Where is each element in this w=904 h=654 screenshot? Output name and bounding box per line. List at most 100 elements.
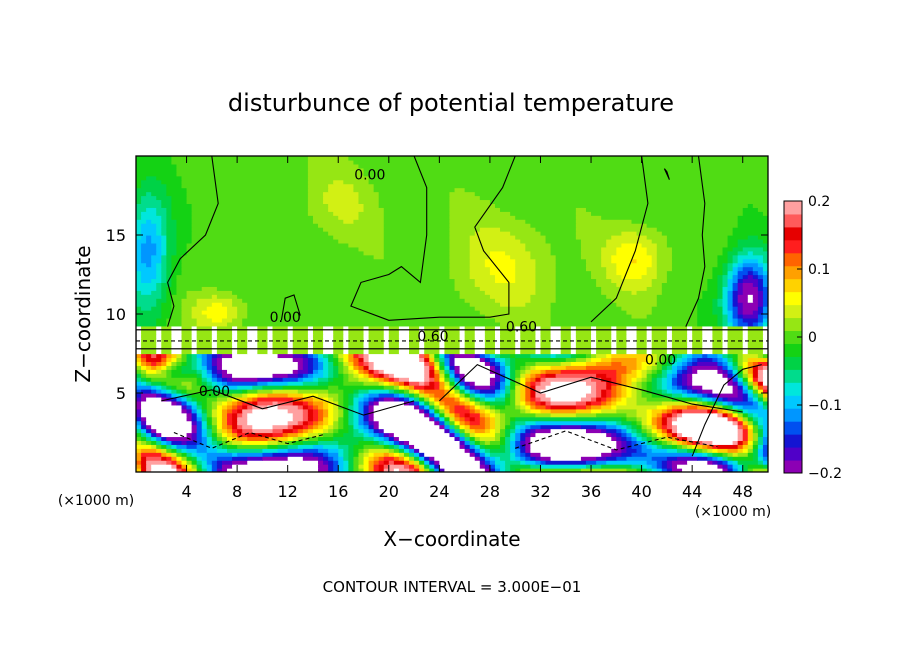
field-cell [692, 440, 698, 445]
field-cell [651, 389, 663, 394]
field-cell [186, 412, 193, 418]
field-cell [323, 191, 360, 197]
field-cell [206, 385, 213, 390]
field-cell [707, 452, 713, 457]
field-cell [363, 412, 370, 418]
field-cell [444, 428, 451, 434]
field-cell [530, 456, 537, 461]
field-cell [247, 341, 258, 347]
field-cell [464, 436, 471, 441]
field-cell [161, 349, 172, 355]
field-cell [161, 246, 167, 252]
field-cell [136, 175, 147, 181]
field-cell [211, 420, 218, 426]
field-cell [525, 377, 531, 382]
colorbar-swatch [784, 317, 802, 332]
field-cell [611, 396, 617, 402]
field-cell [469, 404, 476, 410]
field-cell [489, 365, 496, 370]
field-cell [510, 424, 516, 430]
field-cell [161, 436, 167, 441]
field-cell [323, 325, 334, 331]
field-cell [237, 294, 461, 299]
field-cell [697, 396, 703, 402]
field-cell [368, 432, 375, 438]
field-cell [232, 416, 238, 422]
field-cell [520, 345, 537, 351]
field-cell [621, 424, 628, 430]
field-cell [186, 187, 309, 193]
field-cell [307, 361, 314, 366]
field-cell [702, 341, 713, 347]
field-cell [343, 337, 349, 343]
field-cell [146, 464, 152, 469]
field-cell [206, 400, 213, 406]
field-cell [530, 436, 612, 441]
field-cell [161, 270, 167, 276]
field-cell [146, 456, 162, 461]
field-cell [247, 325, 258, 331]
field-cell [762, 317, 768, 323]
field-cell [722, 404, 729, 410]
field-cell [166, 294, 172, 299]
field-cell [307, 203, 329, 208]
field-cell [464, 377, 491, 382]
field-cell [343, 404, 349, 410]
field-cell [216, 361, 223, 366]
field-cell [661, 365, 668, 370]
field-cell [242, 408, 253, 414]
field-cell [525, 456, 531, 461]
field-cell [661, 369, 668, 374]
field-cell [302, 393, 319, 398]
field-cell [505, 448, 511, 453]
field-cell [227, 404, 233, 410]
field-cell [550, 408, 577, 414]
field-cell [742, 211, 764, 216]
field-cell [515, 369, 521, 374]
field-cell [378, 424, 440, 430]
field-cell [469, 400, 476, 406]
field-cell [191, 341, 198, 347]
field-cell [459, 294, 491, 299]
field-cell [221, 440, 228, 445]
field-cell [449, 373, 456, 378]
field-cell [393, 436, 400, 441]
field-cell [687, 381, 693, 386]
field-cell [343, 325, 349, 331]
field-cell [363, 464, 370, 469]
field-cell [732, 404, 739, 410]
field-cell [575, 353, 587, 359]
field-cell [348, 353, 355, 359]
field-cell [727, 266, 734, 272]
field-cell [156, 266, 162, 272]
field-cell [141, 337, 157, 343]
field-cell [459, 400, 466, 406]
field-cell [505, 416, 511, 422]
field-cell [338, 448, 344, 453]
field-cell [535, 400, 542, 406]
field-cell [692, 333, 703, 339]
field-cell [429, 396, 435, 402]
field-cell [671, 428, 678, 434]
colorbar-tick-label: −0.1 [808, 398, 842, 414]
field-cell [742, 310, 754, 315]
field-cell [671, 254, 719, 260]
field-cell [676, 373, 683, 378]
field-cell [136, 412, 142, 418]
field-cell [722, 400, 729, 406]
field-cell [692, 377, 729, 382]
field-cell [752, 373, 759, 378]
field-cell [353, 400, 360, 406]
field-cell [136, 290, 142, 295]
field-cell [459, 420, 466, 426]
field-cell [656, 365, 663, 370]
field-cell [252, 428, 274, 434]
field-cell [429, 460, 435, 465]
field-cell [449, 246, 471, 252]
field-cell [221, 412, 228, 418]
field-cell [186, 242, 349, 248]
field-cell [727, 460, 734, 465]
field-cell [601, 393, 607, 398]
field-cell [626, 349, 638, 355]
field-cell [186, 408, 193, 414]
